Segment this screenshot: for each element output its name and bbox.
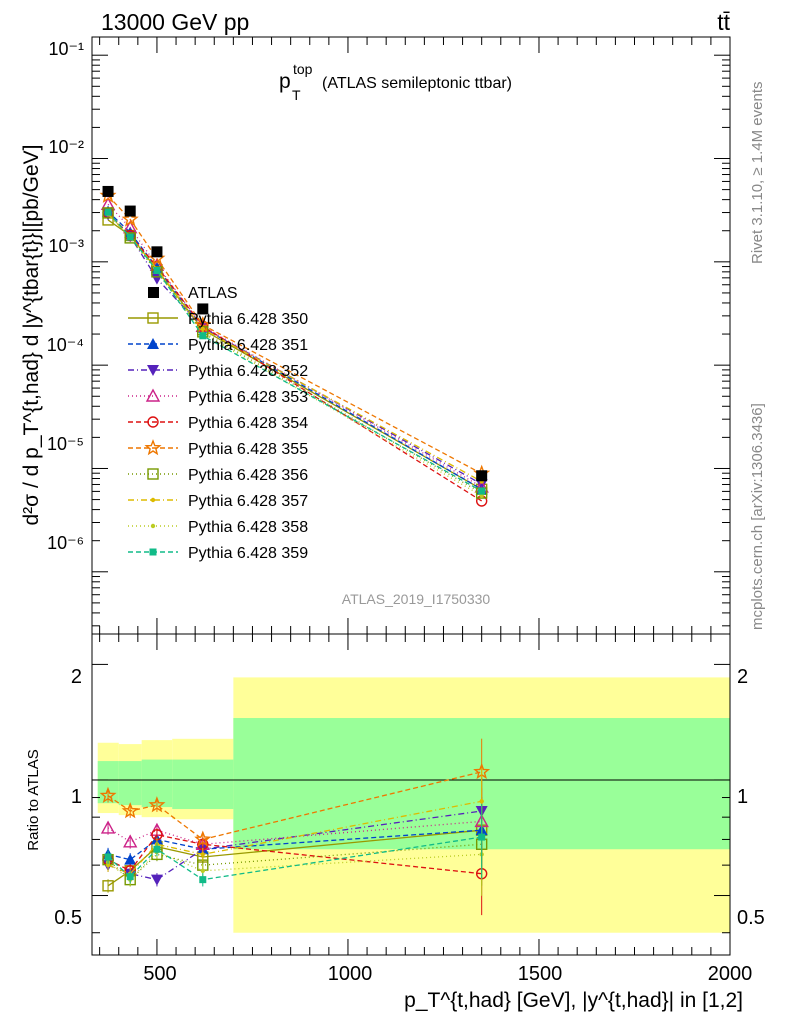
legend-label: Pythia 6.428 352 [188, 363, 308, 380]
uncertainty-band-inner [172, 760, 233, 809]
ratio-point [151, 875, 163, 886]
main-y-tick-label: 10⁻⁴ [47, 335, 84, 355]
atlas-data-point [125, 206, 136, 217]
main-y-tick-label: 10⁻³ [48, 236, 84, 256]
ratio-point [153, 846, 160, 853]
ratio-point [201, 869, 205, 873]
legend-label: ATLAS [188, 285, 238, 302]
main-y-tick-label: 10⁻² [48, 137, 84, 157]
ratio-y-tick-label: 0.5 [54, 907, 82, 929]
x-tick-labels: 500 1000 1500 2000 [143, 963, 752, 985]
uncertainty-band-inner [119, 761, 142, 805]
mcplots-site-label: mcplots.cern.ch [arXiv:1306.3436] [749, 403, 766, 630]
ratio-y-tick-label: 1 [71, 786, 82, 808]
ratio-uncertainty-bands [92, 677, 730, 932]
legend-marker [151, 524, 155, 528]
main-y-axis-title-text: d²σ / d p_T^{t,had} d |y^{tbar{t}}|[pb/G… [20, 145, 43, 526]
ratio-y-axis-title: Ratio to ATLAS [25, 749, 42, 850]
ratio-y-tick-label: 1 [737, 786, 748, 808]
legend-label: Pythia 6.428 355 [188, 441, 308, 458]
legend-label: Pythia 6.428 351 [188, 337, 308, 354]
legend-marker [148, 287, 159, 298]
main-y-axis-title: d²σ / d p_T^{t,had} d |y^{tbar{t}}|[pb/G… [20, 145, 43, 526]
process-label: tt̄ [717, 9, 730, 35]
legend: ATLAS Pythia 6.428 350 Pythia 6.428 351 Pyt… [128, 285, 308, 562]
legend-item: ATLAS [148, 285, 238, 302]
ratio-point [199, 876, 206, 883]
legend-item: Pythia 6.428 359 [128, 545, 308, 562]
series-point [127, 234, 134, 241]
energy-label: 13000 GeV pp [101, 9, 249, 35]
legend-label: Pythia 6.428 357 [188, 493, 308, 510]
legend-marker [150, 549, 157, 556]
series-point [153, 267, 160, 274]
x-tick-label: 1500 [518, 963, 563, 985]
rivet-version-label: Rivet 3.1.10, ≥ 1.4M events [749, 82, 766, 265]
ratio-y-tick-label: 0.5 [737, 907, 765, 929]
legend-item: Pythia 6.428 356 [128, 467, 308, 484]
plot-title-rest: (ATLAS semileptonic ttbar) [322, 75, 512, 92]
legend-label: Pythia 6.428 356 [188, 467, 308, 484]
analysis-label: ATLAS_2019_I1750330 [342, 591, 491, 607]
x-tick-label: 2000 [708, 963, 753, 985]
atlas-data-point [476, 470, 487, 481]
atlas-data-point [103, 186, 114, 197]
legend-item: Pythia 6.428 355 [128, 441, 308, 458]
legend-item: Pythia 6.428 350 [128, 311, 308, 328]
plot-title-sub: T [292, 87, 301, 103]
main-y-tick-label: 10⁻⁶ [47, 533, 84, 553]
series-point [478, 488, 485, 495]
main-y-tick-label: 10⁻¹ [48, 39, 84, 59]
legend-item: Pythia 6.428 351 [128, 337, 308, 354]
plot-title: p top T (ATLAS semileptonic ttbar) [279, 61, 512, 103]
mcplots-figure: 13000 GeV pp tt̄ Rivet 3.1.10, ≥ 1.4M ev… [0, 0, 786, 1024]
main-y-tick-labels: 10⁻⁶ 10⁻⁵ 10⁻⁴ 10⁻³ 10⁻² 10⁻¹ [47, 39, 84, 553]
ratio-y-tick-label: 2 [737, 666, 748, 688]
legend-label: Pythia 6.428 358 [188, 519, 308, 536]
ratio-point [478, 834, 485, 841]
legend-item: Pythia 6.428 354 [128, 415, 308, 432]
plot-title-sup: top [293, 61, 313, 77]
ratio-point [105, 853, 112, 860]
legend-item: Pythia 6.428 357 [128, 493, 308, 510]
legend-marker [151, 498, 155, 502]
x-tick-label: 500 [143, 963, 176, 985]
main-y-tick-label: 10⁻⁵ [47, 434, 84, 454]
legend-item: Pythia 6.428 353 [128, 389, 308, 406]
x-axis-title: p_T^{t,had} [GeV], |y^{t,had}| in [1,2] [404, 989, 743, 1012]
plot-title-base: p [279, 70, 291, 93]
ratio-point [127, 873, 134, 880]
legend-label: Pythia 6.428 354 [188, 415, 308, 432]
ratio-point [479, 799, 483, 803]
legend-item: Pythia 6.428 352 [128, 363, 308, 380]
legend-label: Pythia 6.428 359 [188, 545, 308, 562]
legend-item: Pythia 6.428 358 [128, 519, 308, 536]
legend-label: Pythia 6.428 353 [188, 389, 308, 406]
atlas-data-point [151, 246, 162, 257]
series-point [105, 209, 112, 216]
ratio-point [201, 852, 205, 856]
legend-label: Pythia 6.428 350 [188, 311, 308, 328]
ratio-y-tick-label: 2 [71, 666, 82, 688]
x-tick-label: 1000 [328, 963, 373, 985]
